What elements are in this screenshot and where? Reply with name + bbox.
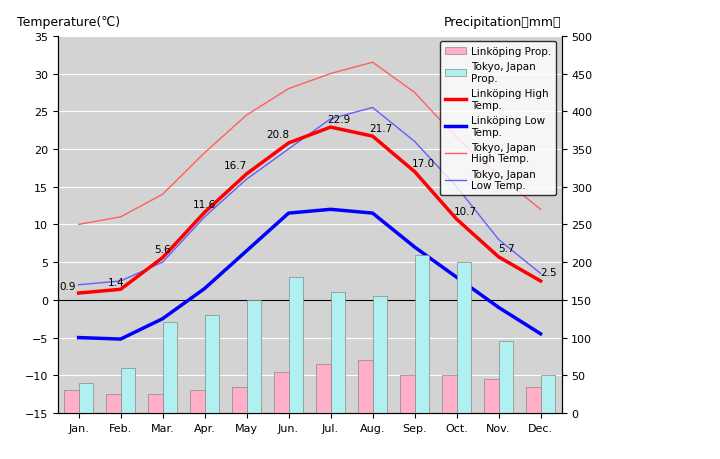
Bar bbox=[400, 375, 415, 413]
Bar bbox=[106, 394, 121, 413]
Legend: Linköping Prop., Tokyo, Japan
Prop., Linköping High
Temp., Linköping Low
Temp., : Linköping Prop., Tokyo, Japan Prop., Lin… bbox=[440, 42, 557, 196]
Bar bbox=[526, 387, 541, 413]
Bar bbox=[232, 387, 246, 413]
Bar bbox=[190, 391, 204, 413]
Text: 20.8: 20.8 bbox=[266, 130, 289, 140]
Bar bbox=[148, 394, 163, 413]
Text: 22.9: 22.9 bbox=[328, 114, 351, 124]
Text: 17.0: 17.0 bbox=[411, 159, 434, 168]
Text: 16.7: 16.7 bbox=[224, 161, 247, 171]
Text: 5.7: 5.7 bbox=[499, 244, 516, 254]
Bar bbox=[358, 360, 373, 413]
Bar bbox=[442, 375, 456, 413]
Bar bbox=[373, 297, 387, 413]
Bar bbox=[415, 255, 429, 413]
Bar bbox=[541, 375, 555, 413]
Bar bbox=[498, 341, 513, 413]
Text: 1.4: 1.4 bbox=[108, 278, 125, 287]
Bar bbox=[121, 368, 135, 413]
Bar bbox=[246, 300, 261, 413]
Bar bbox=[330, 293, 346, 413]
Bar bbox=[316, 364, 330, 413]
Text: Precipitation（mm）: Precipitation（mm） bbox=[444, 16, 562, 29]
Text: 10.7: 10.7 bbox=[454, 206, 477, 216]
Bar bbox=[64, 391, 78, 413]
Text: 11.6: 11.6 bbox=[193, 199, 216, 209]
Bar bbox=[456, 263, 472, 413]
Text: 21.7: 21.7 bbox=[369, 123, 392, 133]
Text: Temperature(℃): Temperature(℃) bbox=[17, 16, 120, 29]
Text: 0.9: 0.9 bbox=[59, 281, 76, 291]
Text: 5.6: 5.6 bbox=[154, 245, 171, 254]
Bar bbox=[274, 372, 289, 413]
Bar bbox=[204, 315, 220, 413]
Bar bbox=[78, 383, 94, 413]
Bar bbox=[484, 379, 498, 413]
Text: 2.5: 2.5 bbox=[541, 268, 557, 278]
Bar bbox=[289, 278, 303, 413]
Bar bbox=[163, 323, 177, 413]
